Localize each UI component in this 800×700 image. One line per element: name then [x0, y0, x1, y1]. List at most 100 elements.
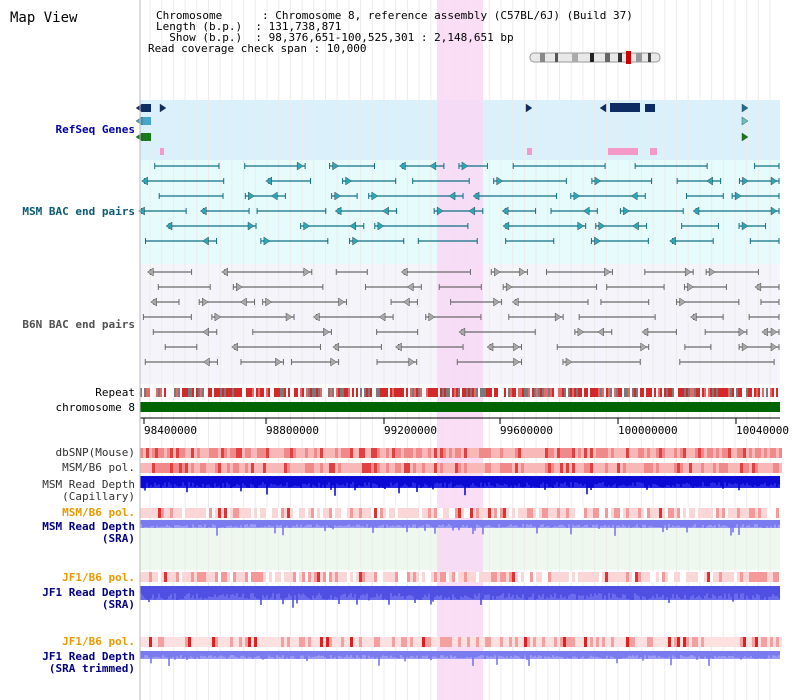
heat-cell	[494, 508, 497, 518]
depth-bar	[194, 476, 196, 488]
depth-bar	[492, 651, 494, 657]
heat-cell	[389, 637, 392, 647]
depth-bar	[414, 586, 416, 603]
depth-bar	[206, 520, 208, 528]
axis-tick-label: 99200000	[384, 424, 437, 437]
depth-bar	[714, 651, 716, 656]
heat-cell	[239, 463, 242, 473]
repeat-segment	[150, 388, 152, 397]
msm-bac-pairs[interactable]	[138, 161, 780, 246]
heat-cell	[398, 637, 401, 647]
repeat-segment	[412, 388, 414, 397]
repeat-segment	[430, 388, 432, 397]
refseq-genes-label[interactable]: RefSeq Genes	[55, 123, 135, 136]
jf1-b6-pol-track[interactable]	[140, 572, 782, 582]
repeat-track[interactable]	[140, 388, 780, 397]
depth-bar	[462, 476, 464, 486]
chromosome-bar[interactable]	[140, 402, 780, 412]
msm-b6-pol-track[interactable]	[140, 463, 782, 473]
depth-bar	[288, 476, 290, 488]
repeat-segment	[496, 388, 498, 397]
repeat-segment	[654, 388, 656, 397]
heat-cell	[581, 463, 584, 473]
depth-bar	[166, 651, 168, 658]
jf1-read-depth-sra-track[interactable]	[140, 586, 780, 608]
depth-bar	[304, 651, 306, 659]
depth-bar	[374, 651, 376, 659]
depth-bar	[572, 651, 574, 657]
heat-cell	[389, 448, 392, 458]
depth-bar	[588, 651, 590, 658]
depth-bar	[390, 476, 392, 483]
heat-cell	[701, 463, 704, 473]
heat-cell	[347, 508, 350, 518]
depth-bar	[762, 476, 764, 485]
repeat-segment	[466, 388, 468, 397]
bac-end-arrow	[150, 297, 157, 307]
depth-bar	[242, 586, 244, 594]
heat-cell	[581, 572, 584, 582]
heat-cell	[674, 572, 677, 582]
heat-cell	[557, 637, 560, 647]
depth-bar	[310, 586, 312, 600]
b6n-bac-label[interactable]: B6N BAC end pairs	[22, 318, 135, 331]
heat-cell	[698, 572, 701, 582]
depth-bar	[758, 520, 760, 528]
repeat-segment	[648, 388, 650, 397]
depth-bar	[762, 651, 764, 659]
jf1-b6-pol-track-2[interactable]	[140, 637, 782, 647]
repeat-segment	[142, 388, 144, 397]
depth-bar	[594, 651, 596, 658]
heat-cell	[143, 637, 146, 647]
heat-cell	[425, 572, 428, 582]
heat-cell	[365, 572, 368, 582]
depth-bar	[280, 586, 282, 599]
heat-cell	[332, 508, 335, 518]
chromosome-ideogram[interactable]	[529, 51, 661, 64]
heat-cell	[155, 572, 158, 582]
msm-read-depth-capillary-track[interactable]	[140, 476, 780, 496]
gene-marker	[160, 148, 164, 155]
depth-bar	[360, 651, 362, 659]
heat-cell	[731, 463, 734, 473]
heat-cell	[473, 448, 476, 458]
b6n-bac-pairs[interactable]	[142, 267, 780, 367]
heat-cell	[158, 508, 161, 518]
repeat-segment	[726, 388, 728, 397]
heat-cell	[158, 572, 161, 582]
heat-cell	[539, 448, 542, 458]
heat-cell	[191, 572, 194, 582]
depth-bar	[166, 476, 168, 487]
selected-region-highlight[interactable]	[437, 0, 483, 700]
jf1-read-depth-trimmed-track[interactable]	[140, 651, 780, 667]
depth-bar	[314, 586, 316, 598]
heat-cell	[551, 508, 554, 518]
bac-end-arrow	[330, 357, 337, 367]
heat-cell	[140, 508, 143, 518]
bac-end-arrow	[406, 282, 414, 292]
depth-bar	[224, 651, 226, 657]
heat-cell	[653, 508, 656, 518]
depth-bar	[350, 586, 352, 594]
heat-cell	[224, 572, 227, 582]
dbsnp-track[interactable]	[140, 448, 782, 458]
depth-bar	[750, 586, 752, 600]
bac-end-arrow	[231, 342, 238, 352]
refseq-gene-features[interactable]	[135, 103, 749, 155]
repeat-segment	[672, 388, 674, 397]
depth-bar	[758, 651, 760, 659]
heat-cell	[314, 572, 317, 582]
heat-cell	[740, 572, 743, 582]
heat-cell	[392, 637, 395, 647]
depth-bar	[658, 520, 660, 527]
depth-bar	[418, 476, 420, 486]
depth-bar	[342, 651, 344, 658]
depth-bar	[376, 520, 378, 528]
msm-read-depth-sra-track[interactable]	[140, 520, 780, 536]
depth-bar	[590, 651, 592, 656]
msm-b6-pol-track-2[interactable]	[140, 508, 782, 518]
depth-bar	[330, 520, 332, 528]
depth-bar	[182, 476, 184, 483]
depth-bar	[288, 520, 290, 528]
msm-bac-label[interactable]: MSM BAC end pairs	[22, 205, 135, 218]
